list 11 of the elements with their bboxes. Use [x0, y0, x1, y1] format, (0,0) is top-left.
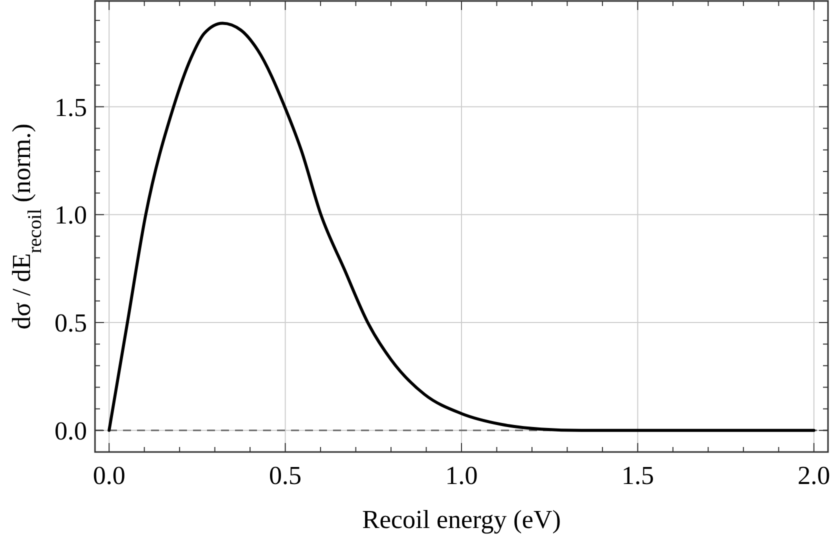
y-tick-label: 1.0	[54, 200, 87, 230]
x-tick-label: 1.5	[621, 461, 654, 490]
y-tick-label: 0.0	[54, 416, 87, 446]
x-axis-title: Recoil energy (eV)	[362, 505, 561, 534]
x-tick-label: 0.5	[269, 461, 302, 490]
x-tick-label: 2.0	[798, 461, 830, 490]
y-tick-label: 0.5	[54, 308, 87, 338]
line-series	[108, 22, 816, 432]
x-tick-label: 1.0	[445, 461, 478, 490]
y-tick-label: 1.5	[54, 92, 87, 122]
x-tick-label: 0.0	[92, 461, 126, 490]
